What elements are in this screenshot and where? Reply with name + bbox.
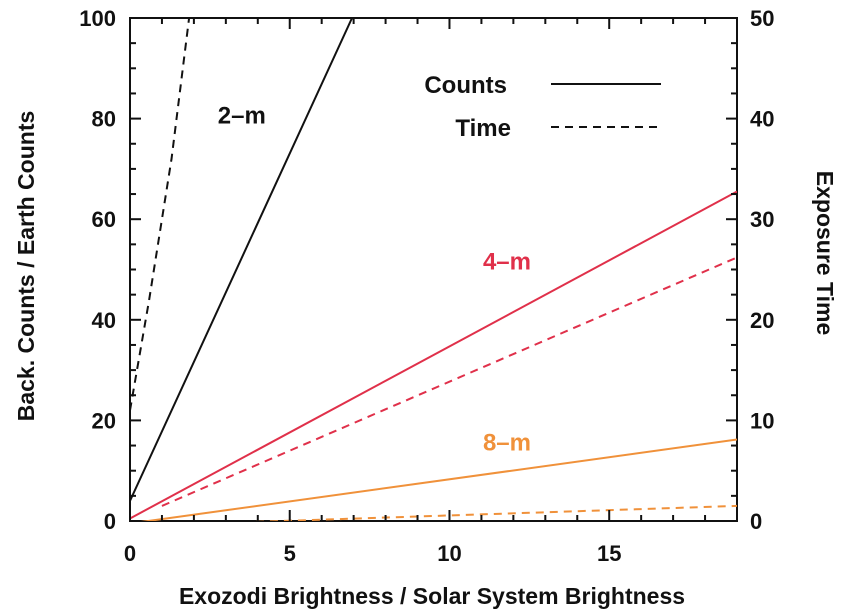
legend-label-counts: Counts (424, 72, 507, 99)
y-left-tick-label: 40 (92, 308, 116, 333)
x-tick-label: 10 (437, 541, 461, 566)
y-right-tick-label: 40 (750, 107, 774, 132)
series-label-4m: 4–m (483, 249, 531, 276)
series-label-2m: 2–m (218, 103, 266, 130)
series-4m-time-line (161, 256, 737, 507)
series-2m-counts-line (130, 18, 353, 502)
ticks-layer (129, 17, 738, 522)
y-right-axis-title: Exposure Time (812, 171, 838, 335)
y-left-tick-label: 0 (104, 509, 116, 534)
x-axis-title: Exozodi Brightness / Solar System Bright… (179, 583, 685, 609)
series-layer (130, 18, 737, 521)
y-right-tick-label: 50 (750, 6, 774, 31)
x-tick-label: 15 (597, 541, 621, 566)
series-4m-counts-line (130, 190, 737, 520)
legend-label-time: Time (455, 115, 511, 142)
x-tick-label: 5 (284, 541, 296, 566)
y-right-tick-label: 10 (750, 408, 774, 433)
legend: Counts Time (424, 72, 661, 142)
y-right-tick-label: 0 (750, 509, 762, 534)
y-left-tick-label: 60 (92, 207, 116, 232)
series-2m-time-line (130, 18, 191, 411)
y-left-tick-label: 20 (92, 408, 116, 433)
y-left-tick-label: 100 (79, 6, 116, 31)
series-label-8m: 8–m (483, 430, 531, 457)
x-tick-label: 0 (124, 541, 136, 566)
y-left-axis-title: Back. Counts / Earth Counts (13, 111, 39, 422)
labels-layer: 0 5 10 15 0 20 40 60 80 100 0 10 20 30 40 50 2–m 4–m 8–m (79, 6, 774, 566)
series-8m-counts-line (140, 438, 737, 521)
y-right-tick-label: 20 (750, 308, 774, 333)
series-8m-time-line (251, 504, 737, 521)
y-left-tick-label: 80 (92, 107, 116, 132)
y-right-tick-label: 30 (750, 207, 774, 232)
